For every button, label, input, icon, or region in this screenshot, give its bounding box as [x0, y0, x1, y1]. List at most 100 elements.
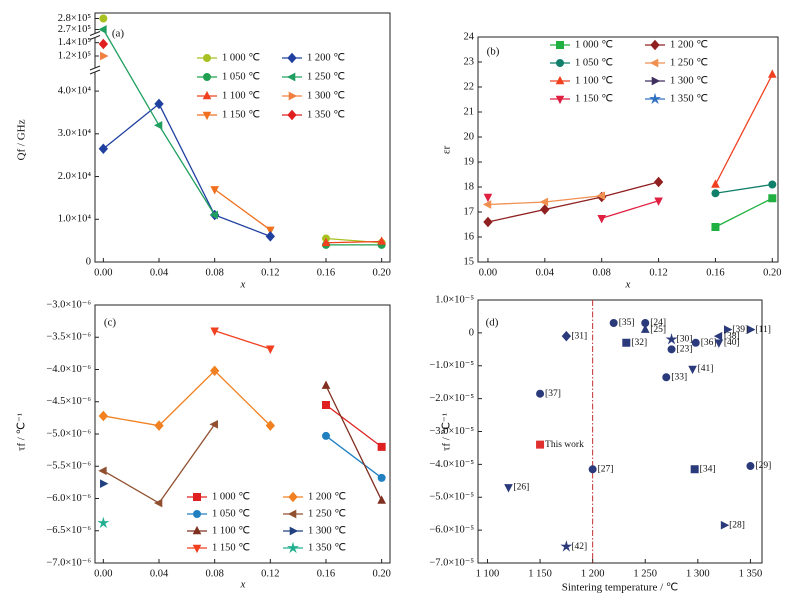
point — [714, 339, 724, 348]
legend-marker — [202, 54, 212, 62]
legend-label: 1 350 ℃ — [308, 542, 346, 553]
point — [504, 484, 513, 493]
point — [622, 338, 631, 347]
x-tick-label: 0.20 — [372, 568, 390, 579]
y-tick-label: 21 — [464, 106, 475, 117]
marker — [321, 237, 331, 247]
point — [746, 462, 755, 471]
y-tick-label: 16 — [464, 231, 475, 242]
marker — [210, 365, 220, 377]
series-line — [103, 369, 271, 427]
point-label: [42] — [571, 542, 587, 552]
marker — [99, 14, 108, 23]
marker — [767, 69, 777, 78]
point — [588, 465, 597, 474]
point — [536, 389, 545, 398]
legend-marker — [289, 526, 299, 536]
series-line — [102, 102, 271, 237]
panel-label: (c) — [104, 317, 117, 329]
marker — [377, 473, 386, 482]
y-tick-label: 22 — [464, 81, 475, 92]
legend-label: 1 300 ℃ — [307, 90, 345, 101]
marker — [482, 200, 492, 209]
marker — [711, 223, 720, 231]
marker — [154, 420, 164, 431]
marker — [100, 479, 109, 488]
plot-frame — [94, 12, 391, 263]
legend-label: 1 150 ℃ — [575, 93, 613, 104]
y-tick-label: −7.0×10⁻⁵ — [429, 557, 474, 568]
x-tick-label: 0.16 — [317, 267, 335, 278]
legend-label: 1 350 ℃ — [670, 93, 708, 104]
marker — [540, 204, 550, 215]
x-tick-label: 0.04 — [536, 267, 555, 278]
point-label: [34] — [700, 464, 716, 474]
point — [662, 373, 671, 382]
x-tick-label: 0.08 — [205, 568, 223, 579]
legend-marker — [651, 76, 661, 86]
y-tick-label: 0 — [86, 256, 91, 267]
plot-frame — [94, 304, 391, 564]
y-tick-label: −4.0×10⁻⁶ — [46, 364, 91, 375]
y-tick-label: −4.5×10⁻⁶ — [46, 396, 91, 407]
point-label: [23] — [677, 345, 693, 355]
legend-marker — [287, 52, 297, 64]
legend-label: 1 300 ℃ — [308, 525, 346, 536]
marker — [711, 189, 720, 198]
marker — [377, 236, 386, 245]
legend-label: 1 100 ℃ — [575, 75, 613, 86]
marker — [98, 466, 107, 476]
legend-label: 1 150 ℃ — [222, 109, 260, 120]
marker — [210, 186, 219, 195]
legend-label: 1 000 ℃ — [212, 491, 250, 502]
series-line — [325, 435, 383, 479]
panel-label: (a) — [112, 28, 125, 40]
point — [665, 333, 678, 345]
x-tick-label: 0.08 — [205, 267, 223, 278]
y-tick-label: −1.0×10⁻⁵ — [429, 360, 474, 371]
series-line — [325, 240, 382, 244]
y-tick-label: −5.0×10⁻⁵ — [429, 492, 474, 503]
series-line — [325, 404, 383, 448]
y-tick-label: 23 — [464, 56, 475, 67]
x-tick-label: 0.20 — [372, 267, 390, 278]
legend-label: 1 100 ℃ — [222, 90, 260, 101]
y-tick-label: −3.0×10⁻⁶ — [46, 299, 91, 310]
legend-marker — [648, 92, 662, 105]
legend-label: 1 250 ℃ — [307, 71, 345, 82]
marker — [768, 194, 777, 203]
legend-label: 1 050 ℃ — [575, 57, 613, 68]
legend-label: 1 100 ℃ — [212, 525, 250, 536]
y-tick-label: 2.8×10⁵ — [58, 13, 92, 24]
point — [640, 324, 650, 333]
legend-marker — [555, 95, 565, 105]
point-label: [25] — [650, 325, 666, 335]
y-tick-label: 20 — [464, 131, 475, 142]
y-tick-label: 2.7×10⁵ — [58, 24, 92, 35]
marker — [321, 431, 330, 440]
series-line — [714, 74, 773, 185]
marker — [321, 400, 330, 409]
marker — [653, 176, 664, 188]
x-tick-label: 0.12 — [649, 267, 667, 278]
y-tick-label: 3.0×10⁴ — [58, 128, 92, 139]
legend-marker — [287, 109, 297, 121]
legend-label: 1 200 ℃ — [307, 52, 345, 63]
marker — [154, 98, 164, 110]
x-tick-label: 0.12 — [261, 267, 279, 278]
panel-label: (b) — [487, 46, 500, 58]
point-label: [33] — [671, 372, 687, 382]
legend-marker — [286, 541, 300, 554]
y-tick-label: −4.0×10⁻⁵ — [429, 459, 474, 470]
marker — [265, 420, 275, 431]
point — [720, 520, 730, 530]
axis-break — [89, 31, 101, 36]
x-axis-label: x — [240, 579, 246, 591]
marker — [153, 498, 163, 508]
x-tick-label: 1 150 — [528, 568, 552, 579]
x-tick-label: 1 350 — [739, 568, 763, 579]
marker — [483, 193, 493, 203]
x-tick-label: 0.00 — [94, 267, 112, 278]
point-label: [27] — [598, 464, 614, 474]
